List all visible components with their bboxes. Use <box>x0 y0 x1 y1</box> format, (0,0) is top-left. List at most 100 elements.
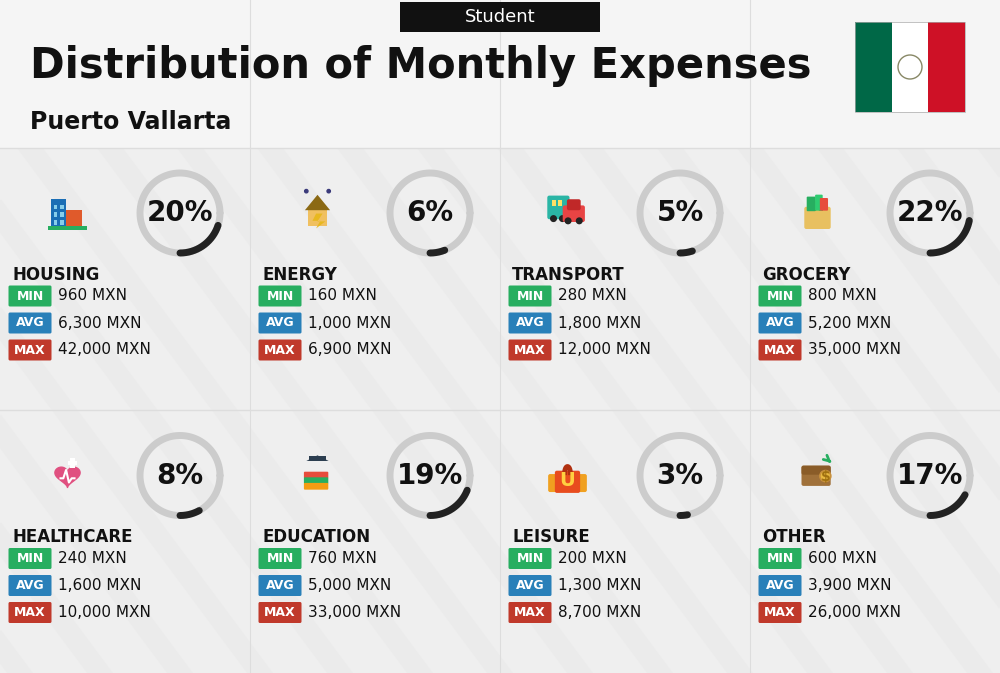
FancyBboxPatch shape <box>509 548 552 569</box>
Text: MIN: MIN <box>766 289 794 302</box>
FancyBboxPatch shape <box>552 201 556 206</box>
Text: AVG: AVG <box>16 316 44 330</box>
FancyBboxPatch shape <box>8 575 52 596</box>
FancyBboxPatch shape <box>759 285 802 306</box>
Text: 22%: 22% <box>897 199 963 227</box>
Polygon shape <box>312 213 325 228</box>
Text: 5%: 5% <box>656 199 704 227</box>
Text: 19%: 19% <box>397 462 463 489</box>
FancyBboxPatch shape <box>509 312 552 334</box>
FancyBboxPatch shape <box>258 602 302 623</box>
FancyBboxPatch shape <box>60 205 64 209</box>
Text: OTHER: OTHER <box>762 528 826 546</box>
Text: 10,000 MXN: 10,000 MXN <box>58 605 151 620</box>
Text: MIN: MIN <box>266 289 294 302</box>
Text: 960 MXN: 960 MXN <box>58 289 127 304</box>
Text: 35,000 MXN: 35,000 MXN <box>808 343 901 357</box>
Circle shape <box>560 216 565 221</box>
FancyBboxPatch shape <box>8 548 52 569</box>
Text: 1,800 MXN: 1,800 MXN <box>558 316 641 330</box>
FancyBboxPatch shape <box>759 312 802 334</box>
FancyBboxPatch shape <box>309 456 326 461</box>
FancyBboxPatch shape <box>509 285 552 306</box>
FancyBboxPatch shape <box>304 472 328 479</box>
FancyBboxPatch shape <box>68 461 77 465</box>
Text: 6,900 MXN: 6,900 MXN <box>308 343 392 357</box>
Text: AVG: AVG <box>516 579 544 592</box>
FancyBboxPatch shape <box>258 548 302 569</box>
Text: 26,000 MXN: 26,000 MXN <box>808 605 901 620</box>
FancyBboxPatch shape <box>567 199 581 210</box>
Text: EDUCATION: EDUCATION <box>262 528 370 546</box>
FancyBboxPatch shape <box>759 548 802 569</box>
FancyBboxPatch shape <box>548 474 560 492</box>
Text: AVG: AVG <box>266 579 294 592</box>
Text: AVG: AVG <box>16 579 44 592</box>
Text: AVG: AVG <box>766 579 794 592</box>
FancyBboxPatch shape <box>54 205 57 209</box>
Text: 1,600 MXN: 1,600 MXN <box>58 578 141 593</box>
FancyBboxPatch shape <box>509 339 552 361</box>
FancyBboxPatch shape <box>54 213 57 217</box>
Text: 42,000 MXN: 42,000 MXN <box>58 343 151 357</box>
Text: AVG: AVG <box>766 316 794 330</box>
Circle shape <box>327 190 330 193</box>
FancyBboxPatch shape <box>807 197 816 211</box>
FancyBboxPatch shape <box>855 22 892 112</box>
Text: AVG: AVG <box>516 316 544 330</box>
Text: 600 MXN: 600 MXN <box>808 551 877 566</box>
Text: Puerto Vallarta: Puerto Vallarta <box>30 110 231 134</box>
Text: MAX: MAX <box>514 606 546 619</box>
FancyBboxPatch shape <box>555 470 580 493</box>
Text: Distribution of Monthly Expenses: Distribution of Monthly Expenses <box>30 45 812 87</box>
Circle shape <box>551 216 556 221</box>
FancyBboxPatch shape <box>802 466 831 474</box>
Text: Student: Student <box>465 8 535 26</box>
Text: 8%: 8% <box>156 462 204 489</box>
Text: 17%: 17% <box>897 462 963 489</box>
Circle shape <box>820 470 831 482</box>
FancyBboxPatch shape <box>66 210 82 227</box>
FancyBboxPatch shape <box>759 339 802 361</box>
FancyBboxPatch shape <box>70 458 74 468</box>
Text: MIN: MIN <box>16 289 44 302</box>
FancyBboxPatch shape <box>558 201 562 206</box>
Text: MAX: MAX <box>14 606 46 619</box>
Circle shape <box>565 218 571 223</box>
FancyBboxPatch shape <box>8 312 52 334</box>
FancyBboxPatch shape <box>8 285 52 306</box>
Text: 800 MXN: 800 MXN <box>808 289 877 304</box>
Text: 200 MXN: 200 MXN <box>558 551 627 566</box>
Text: 6,300 MXN: 6,300 MXN <box>58 316 142 330</box>
Text: MIN: MIN <box>766 552 794 565</box>
Text: 33,000 MXN: 33,000 MXN <box>308 605 401 620</box>
Text: MIN: MIN <box>516 289 544 302</box>
Text: 5,000 MXN: 5,000 MXN <box>308 578 391 593</box>
FancyBboxPatch shape <box>60 213 64 217</box>
Circle shape <box>821 472 829 480</box>
FancyBboxPatch shape <box>308 210 327 225</box>
FancyBboxPatch shape <box>802 466 831 486</box>
Text: 3,900 MXN: 3,900 MXN <box>808 578 892 593</box>
FancyBboxPatch shape <box>258 575 302 596</box>
Circle shape <box>305 190 308 193</box>
Text: 12,000 MXN: 12,000 MXN <box>558 343 651 357</box>
FancyBboxPatch shape <box>48 226 87 229</box>
Text: MAX: MAX <box>514 343 546 357</box>
Text: MAX: MAX <box>14 343 46 357</box>
FancyBboxPatch shape <box>8 339 52 361</box>
Text: 6%: 6% <box>406 199 454 227</box>
Text: 5,200 MXN: 5,200 MXN <box>808 316 891 330</box>
FancyBboxPatch shape <box>258 285 302 306</box>
Text: $: $ <box>820 470 830 484</box>
FancyBboxPatch shape <box>258 339 302 361</box>
FancyBboxPatch shape <box>304 477 328 484</box>
Polygon shape <box>306 456 329 461</box>
FancyBboxPatch shape <box>759 575 802 596</box>
FancyBboxPatch shape <box>509 602 552 623</box>
Circle shape <box>576 218 582 223</box>
FancyBboxPatch shape <box>509 575 552 596</box>
FancyBboxPatch shape <box>0 0 1000 148</box>
Text: U: U <box>560 471 575 490</box>
Polygon shape <box>305 194 330 210</box>
